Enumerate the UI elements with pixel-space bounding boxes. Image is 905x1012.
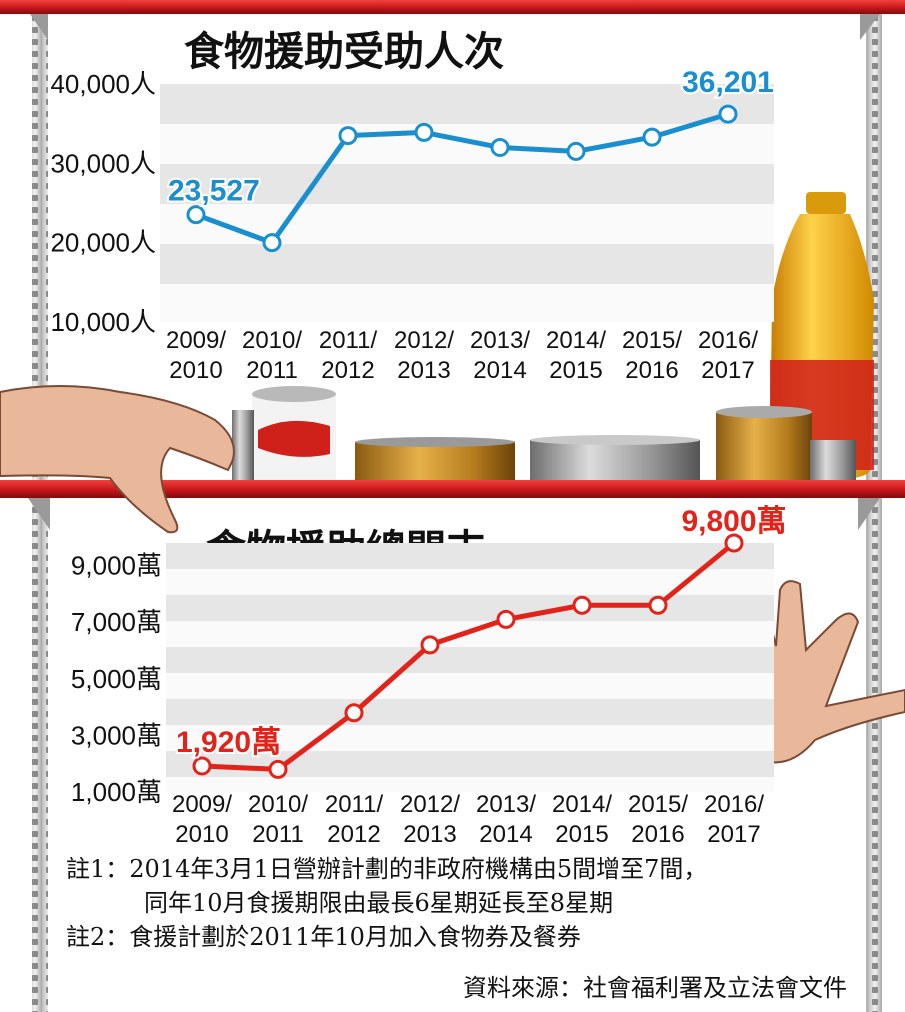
data-point [414, 122, 434, 142]
data-point [420, 635, 440, 655]
y-tick-label: 10,000人 [50, 307, 156, 337]
x-tick-label: 2014 [479, 821, 532, 848]
y-tick-label: 40,000人 [50, 69, 156, 99]
data-label: 23,527 [168, 175, 260, 208]
tin-can-flat-gold [355, 437, 515, 480]
y-tick-label: 3,000萬 [71, 720, 162, 750]
x-tick-label: 2012 [321, 357, 374, 384]
x-tick-label: 2010 [169, 357, 222, 384]
y-tick-label: 9,000萬 [71, 551, 162, 581]
x-tick-label: 2015/ [622, 327, 682, 354]
tin-can-small [810, 440, 856, 480]
x-tick-label: 2010/ [242, 327, 302, 354]
x-tick-label: 2015 [549, 357, 602, 384]
data-point [344, 703, 364, 723]
x-tick-label: 2009/ [166, 327, 226, 354]
data-point [724, 533, 744, 553]
top-shelf [0, 0, 905, 40]
left-hand-illustration [0, 385, 235, 534]
x-tick-label: 2014/ [552, 791, 612, 818]
data-point [338, 126, 358, 146]
data-label: 9,800萬 [681, 505, 786, 538]
series-polyline [195, 111, 729, 246]
x-tick-label: 2012/ [400, 791, 460, 818]
y-axis-ticks: 1,000萬 3,000萬 5,000萬 7,000萬 9,000萬 [71, 551, 162, 807]
x-tick-label: 2017 [701, 357, 754, 384]
x-tick-label: 2011/ [319, 327, 378, 354]
data-point [648, 595, 668, 615]
y-tick-label: 20,000人 [50, 228, 156, 258]
x-tick-label: 2016/ [698, 327, 758, 354]
y-tick-label: 7,000萬 [71, 607, 162, 637]
series-polyline [201, 541, 736, 772]
note-2: 註2：食援計劃於2011年10月加入食物券及餐券 [66, 923, 581, 951]
x-tick-label: 2015/ [628, 791, 688, 818]
tin-can-gold [716, 406, 812, 480]
data-point [572, 595, 592, 615]
x-tick-label: 2016/ [704, 791, 764, 818]
note-1-line-2: 同年10月食援期限由最長6星期延長至8星期 [144, 889, 614, 917]
x-tick-label: 2012/ [394, 327, 454, 354]
x-tick-label: 2016 [625, 357, 678, 384]
x-tick-label: 2009/ [172, 791, 232, 818]
y-tick-label: 30,000人 [50, 148, 156, 178]
note-1-line-1: 註1：2014年3月1日營辦計劃的非政府機構由5間增至7間， [66, 855, 708, 883]
x-tick-label: 2013 [397, 357, 450, 384]
x-tick-label: 2011 [252, 821, 304, 848]
data-point [496, 609, 516, 629]
x-tick-label: 2014 [473, 357, 526, 384]
tin-can-flat-silver [530, 435, 700, 480]
data-labels: 23,527 36,201 [166, 64, 776, 210]
data-point [642, 127, 662, 147]
notes-block: 註1：2014年3月1日營辦計劃的非政府機構由5間增至7間， 同年10月食援期限… [66, 852, 886, 954]
source-credit: 資料來源：社會福利署及立法會文件 [463, 974, 847, 1002]
x-tick-label: 2017 [707, 821, 760, 848]
data-label: 36,201 [682, 66, 774, 99]
plot-bands [166, 543, 774, 792]
x-tick-label: 2014/ [546, 327, 606, 354]
x-tick-label: 2016 [631, 821, 684, 848]
tin-can-large [232, 386, 336, 480]
data-point [566, 141, 586, 161]
x-tick-label: 2013 [403, 821, 456, 848]
x-tick-label: 2013/ [476, 791, 536, 818]
data-points [186, 104, 738, 253]
data-point [186, 205, 206, 225]
x-tick-label: 2010/ [248, 791, 308, 818]
x-tick-label: 2010 [175, 821, 228, 848]
x-axis-ticks: 2009/2010 2010/2011 2011/2012 2012/2013 2013… [166, 327, 758, 384]
y-tick-label: 1,000萬 [71, 777, 162, 807]
chart-food-aid-recipients: 食物援助受助人次 10,000人 20,000人 30,000人 40,000人 20… [50, 29, 776, 384]
middle-shelf [0, 480, 905, 530]
y-tick-label: 5,000萬 [71, 664, 162, 694]
x-tick-label: 2012 [327, 821, 380, 848]
data-points [192, 533, 744, 779]
x-tick-label: 2011 [246, 357, 298, 384]
data-point [262, 233, 282, 253]
x-tick-label: 2013/ [470, 327, 530, 354]
y-axis-ticks: 10,000人 20,000人 30,000人 40,000人 [50, 69, 156, 337]
data-point [268, 759, 288, 779]
x-axis-ticks: 2009/2010 2010/2011 2011/2012 2012/2013 2013… [172, 791, 764, 848]
series-line [201, 541, 736, 772]
x-tick-label: 2015 [555, 821, 608, 848]
series-line [195, 111, 729, 246]
data-point [192, 756, 212, 776]
x-tick-label: 2011/ [325, 791, 384, 818]
groceries [232, 192, 874, 480]
data-labels: 1,920萬 9,800萬 [174, 503, 789, 761]
plot-bands [160, 84, 774, 322]
data-point [490, 137, 510, 157]
data-label: 1,920萬 [176, 726, 281, 759]
chart-title: 食物援助受助人次 [184, 29, 504, 75]
data-point [718, 104, 738, 124]
